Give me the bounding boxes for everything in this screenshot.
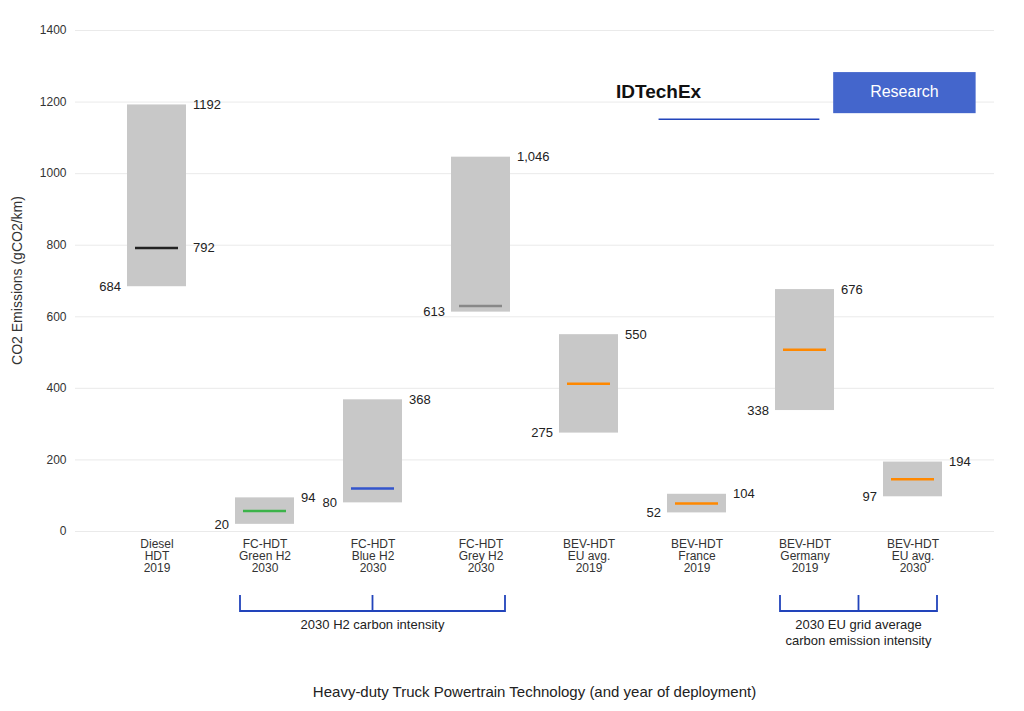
- svg-text:1000: 1000: [40, 166, 67, 180]
- svg-text:BEV-HDTFrance2019: BEV-HDTFrance2019: [671, 537, 724, 575]
- svg-text:676: 676: [841, 282, 863, 297]
- svg-text:IDTechEx: IDTechEx: [616, 81, 702, 102]
- svg-text:2030 EU grid averagecarbon emi: 2030 EU grid averagecarbon emission inte…: [786, 617, 932, 648]
- svg-text:94: 94: [301, 490, 315, 505]
- svg-text:1,046: 1,046: [517, 149, 550, 164]
- svg-text:BEV-HDTEU avg.2030: BEV-HDTEU avg.2030: [887, 537, 940, 575]
- svg-text:FC-HDTBlue H22030: FC-HDTBlue H22030: [351, 537, 396, 575]
- svg-text:FC-HDTGreen H22030: FC-HDTGreen H22030: [239, 537, 291, 575]
- svg-text:368: 368: [409, 392, 431, 407]
- svg-text:792: 792: [193, 240, 215, 255]
- svg-text:1200: 1200: [40, 95, 67, 109]
- svg-text:Research: Research: [870, 83, 938, 100]
- svg-text:52: 52: [647, 505, 661, 520]
- svg-text:194: 194: [949, 454, 971, 469]
- svg-text:0: 0: [60, 524, 67, 538]
- svg-text:684: 684: [99, 279, 121, 294]
- svg-text:2030 H2 carbon intensity: 2030 H2 carbon intensity: [301, 617, 445, 632]
- svg-text:97: 97: [863, 489, 877, 504]
- svg-text:BEV-HDTEU avg.2019: BEV-HDTEU avg.2019: [563, 537, 616, 575]
- svg-text:550: 550: [625, 327, 647, 342]
- svg-text:613: 613: [423, 304, 445, 319]
- svg-text:Heavy-duty Truck Powertrain Te: Heavy-duty Truck Powertrain Technology (…: [313, 683, 756, 700]
- svg-text:1192: 1192: [193, 97, 221, 112]
- svg-text:CO2 Emissions (gCO2/km): CO2 Emissions (gCO2/km): [9, 196, 25, 365]
- svg-text:104: 104: [733, 486, 755, 501]
- svg-text:800: 800: [46, 238, 66, 252]
- svg-text:275: 275: [531, 425, 553, 440]
- svg-text:600: 600: [46, 310, 66, 324]
- svg-text:80: 80: [323, 495, 337, 510]
- svg-text:400: 400: [46, 381, 66, 395]
- svg-text:BEV-HDTGermany2019: BEV-HDTGermany2019: [779, 537, 832, 575]
- svg-text:338: 338: [747, 403, 769, 418]
- svg-text:200: 200: [46, 453, 66, 467]
- svg-text:1400: 1400: [40, 23, 67, 37]
- svg-text:FC-HDTGrey H22030: FC-HDTGrey H22030: [459, 537, 504, 575]
- svg-text:DieselHDT2019: DieselHDT2019: [140, 537, 173, 575]
- svg-text:20: 20: [215, 517, 229, 532]
